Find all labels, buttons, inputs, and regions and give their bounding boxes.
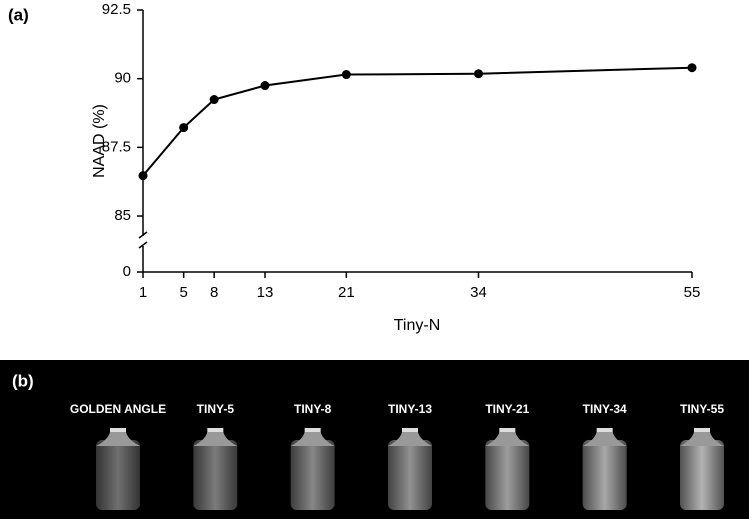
data-point [179, 123, 189, 133]
x-tick-label: 5 [179, 284, 187, 301]
y-axis-label: NAAD (%) [91, 104, 108, 178]
x-tick-label: 8 [210, 284, 218, 301]
axis-break [138, 231, 148, 239]
phantom-shoulder [388, 432, 432, 446]
data-point [341, 70, 351, 80]
phantom-shoulder [582, 432, 627, 446]
y-tick-label: 85 [114, 207, 131, 224]
image-caption: TINY-5 [197, 402, 235, 416]
x-tick-label: 1 [139, 284, 147, 301]
data-point [209, 95, 219, 105]
data-point [260, 81, 270, 91]
panel-label: (b) [12, 371, 34, 390]
y-tick-label: 92.5 [102, 1, 131, 18]
y-tick-label: 90 [114, 70, 131, 87]
phantom-body [290, 440, 335, 510]
x-tick-label: 34 [470, 284, 487, 301]
data-point [687, 63, 697, 73]
phantom-shoulder [680, 432, 724, 446]
phantom-body [485, 440, 530, 510]
x-axis-label: Tiny-N [394, 317, 441, 334]
phantom-shoulder [193, 432, 238, 446]
image-caption: GOLDEN ANGLE [70, 402, 166, 416]
data-line [142, 66, 693, 177]
y-tick-label: 87.5 [102, 138, 131, 155]
phantom-body [582, 440, 627, 510]
axis-break [138, 241, 148, 249]
image-caption: TINY-55 [680, 402, 724, 416]
data-point [138, 171, 148, 181]
image-caption: TINY-13 [388, 402, 432, 416]
panel-label: (a) [8, 5, 29, 24]
y-tick-label: 0 [123, 263, 131, 280]
image-caption: TINY-34 [583, 402, 627, 416]
x-tick-label: 21 [338, 284, 355, 301]
phantom-body [680, 440, 724, 510]
image-caption: TINY-21 [485, 402, 529, 416]
image-caption: TINY-8 [294, 402, 332, 416]
phantom-body [388, 440, 432, 510]
phantom-body [193, 440, 238, 510]
phantom-shoulder [96, 432, 140, 446]
phantom-shoulder [485, 432, 530, 446]
x-tick-label: 55 [684, 284, 701, 301]
phantom-body [96, 440, 140, 510]
x-tick-label: 13 [257, 284, 274, 301]
data-point [474, 69, 483, 79]
phantom-shoulder [290, 432, 335, 446]
